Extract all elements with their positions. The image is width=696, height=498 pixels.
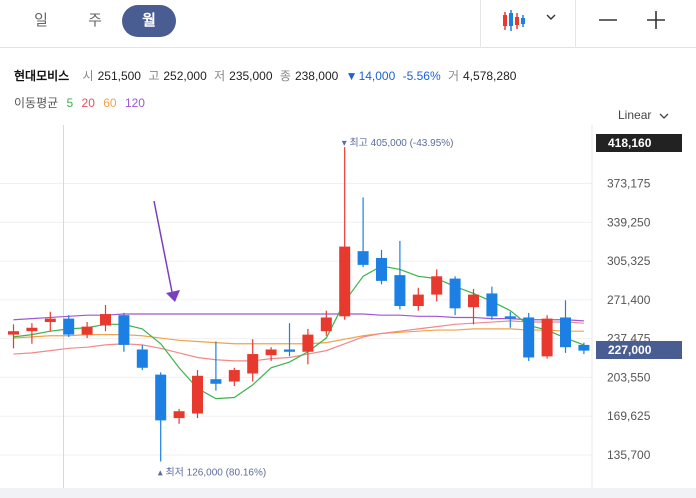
scale-dropdown[interactable]: Linear <box>618 108 669 122</box>
tab-weekly[interactable]: 주 <box>88 12 102 29</box>
candle-body <box>8 331 19 335</box>
stock-summary: 현대모비스 시 251,500 고 252,000 저 235,000 종 238,00… <box>14 67 520 83</box>
candle-body <box>284 349 295 352</box>
candle-body <box>449 278 461 309</box>
stock-name: 현대모비스 <box>14 69 70 83</box>
tab-monthly[interactable]: 월 <box>122 5 176 37</box>
candle-body <box>192 375 203 414</box>
zoom-in-button[interactable] <box>638 2 674 38</box>
low-value: 235,000 <box>229 69 273 83</box>
candle-body <box>468 294 479 308</box>
open-label: 시 <box>82 69 94 83</box>
change-percent: -5.56% <box>402 69 441 83</box>
high-label: 고 <box>148 69 160 83</box>
candle-body <box>504 316 516 319</box>
candle-body <box>26 327 38 332</box>
annotation-arrow-line <box>153 200 174 298</box>
candle-body <box>560 317 571 348</box>
y-tick-label: 373,175 <box>607 177 651 191</box>
ma60-label: 60 <box>103 96 117 110</box>
chart-type-dropdown[interactable] <box>480 0 576 48</box>
candle-body <box>44 318 56 323</box>
ma20-label: 20 <box>81 96 95 110</box>
y-tick-label: 169,625 <box>607 409 651 423</box>
candle-body <box>486 293 498 317</box>
y-tick-label: 203,550 <box>607 370 651 384</box>
y-tick-label: 135,700 <box>607 448 651 462</box>
ma120-line <box>13 313 584 322</box>
candle-body <box>302 334 314 352</box>
candlestick-icon <box>503 10 525 31</box>
ma-label: 이동평균 <box>14 96 59 110</box>
ma20-line <box>13 320 584 362</box>
candle-body <box>320 317 332 332</box>
candle-body <box>173 411 185 419</box>
moving-average-legend[interactable]: 이동평균 5 20 60 120 <box>14 94 150 110</box>
annotation-arrow-head <box>166 290 180 302</box>
volume-label: 거 <box>447 69 460 83</box>
minus-icon <box>599 19 617 21</box>
candle-body <box>412 294 424 307</box>
y-tick-label: 271,400 <box>607 293 651 307</box>
ma120-label: 120 <box>124 96 145 110</box>
low-annotation: ▴ 최저 126,000 (80.16%) <box>158 467 266 479</box>
candle-body <box>394 275 406 307</box>
candle-body <box>136 349 148 368</box>
open-value: 251,500 <box>97 69 141 83</box>
chevron-down-icon <box>546 14 556 20</box>
current-price-tag: 227,000 <box>596 341 682 359</box>
chart-toolbar: 일 주 월 <box>0 0 696 48</box>
candle-body <box>100 314 111 326</box>
high-annotation: ▾ 최고 405,000 (-43.95%) <box>342 137 454 149</box>
plus-icon <box>647 11 665 29</box>
ma60-line <box>13 328 584 345</box>
candle-body <box>431 276 443 295</box>
candle-body <box>541 318 553 357</box>
candle-body <box>81 326 93 335</box>
close-value: 238,000 <box>294 69 339 83</box>
candle-body <box>339 246 351 317</box>
chart-scroll-area[interactable] <box>0 488 696 498</box>
y-tick-label: 339,250 <box>607 215 651 229</box>
y-tick-label: 305,325 <box>607 254 651 268</box>
change-value: 14,000 <box>358 69 396 83</box>
candle-body <box>118 315 130 345</box>
last-price-tag: 418,160 <box>596 134 682 152</box>
candle-body <box>247 354 259 374</box>
candle-body <box>63 318 75 335</box>
candle-body <box>523 317 535 358</box>
low-label: 저 <box>214 69 226 83</box>
candle-body <box>265 349 277 356</box>
volume-value: 4,578,280 <box>463 69 517 83</box>
scale-label: Linear <box>618 108 652 122</box>
candle-body <box>228 370 240 382</box>
ma5-label: 5 <box>66 96 74 110</box>
tab-daily[interactable]: 일 <box>34 12 48 29</box>
candle-body <box>155 374 167 421</box>
close-label: 종 <box>279 69 291 83</box>
candlestick-chart[interactable]: 373,175339,250305,325271,400237,475203,5… <box>0 125 696 488</box>
high-value: 252,000 <box>163 69 207 83</box>
candle-body <box>578 344 590 351</box>
down-arrow-icon: ▼ <box>345 69 358 83</box>
ma5-line <box>13 265 585 400</box>
candle-body <box>376 258 387 281</box>
candle-body <box>210 379 222 384</box>
candle-body <box>357 251 369 265</box>
chevron-down-icon <box>659 113 669 119</box>
zoom-out-button[interactable] <box>590 2 626 38</box>
